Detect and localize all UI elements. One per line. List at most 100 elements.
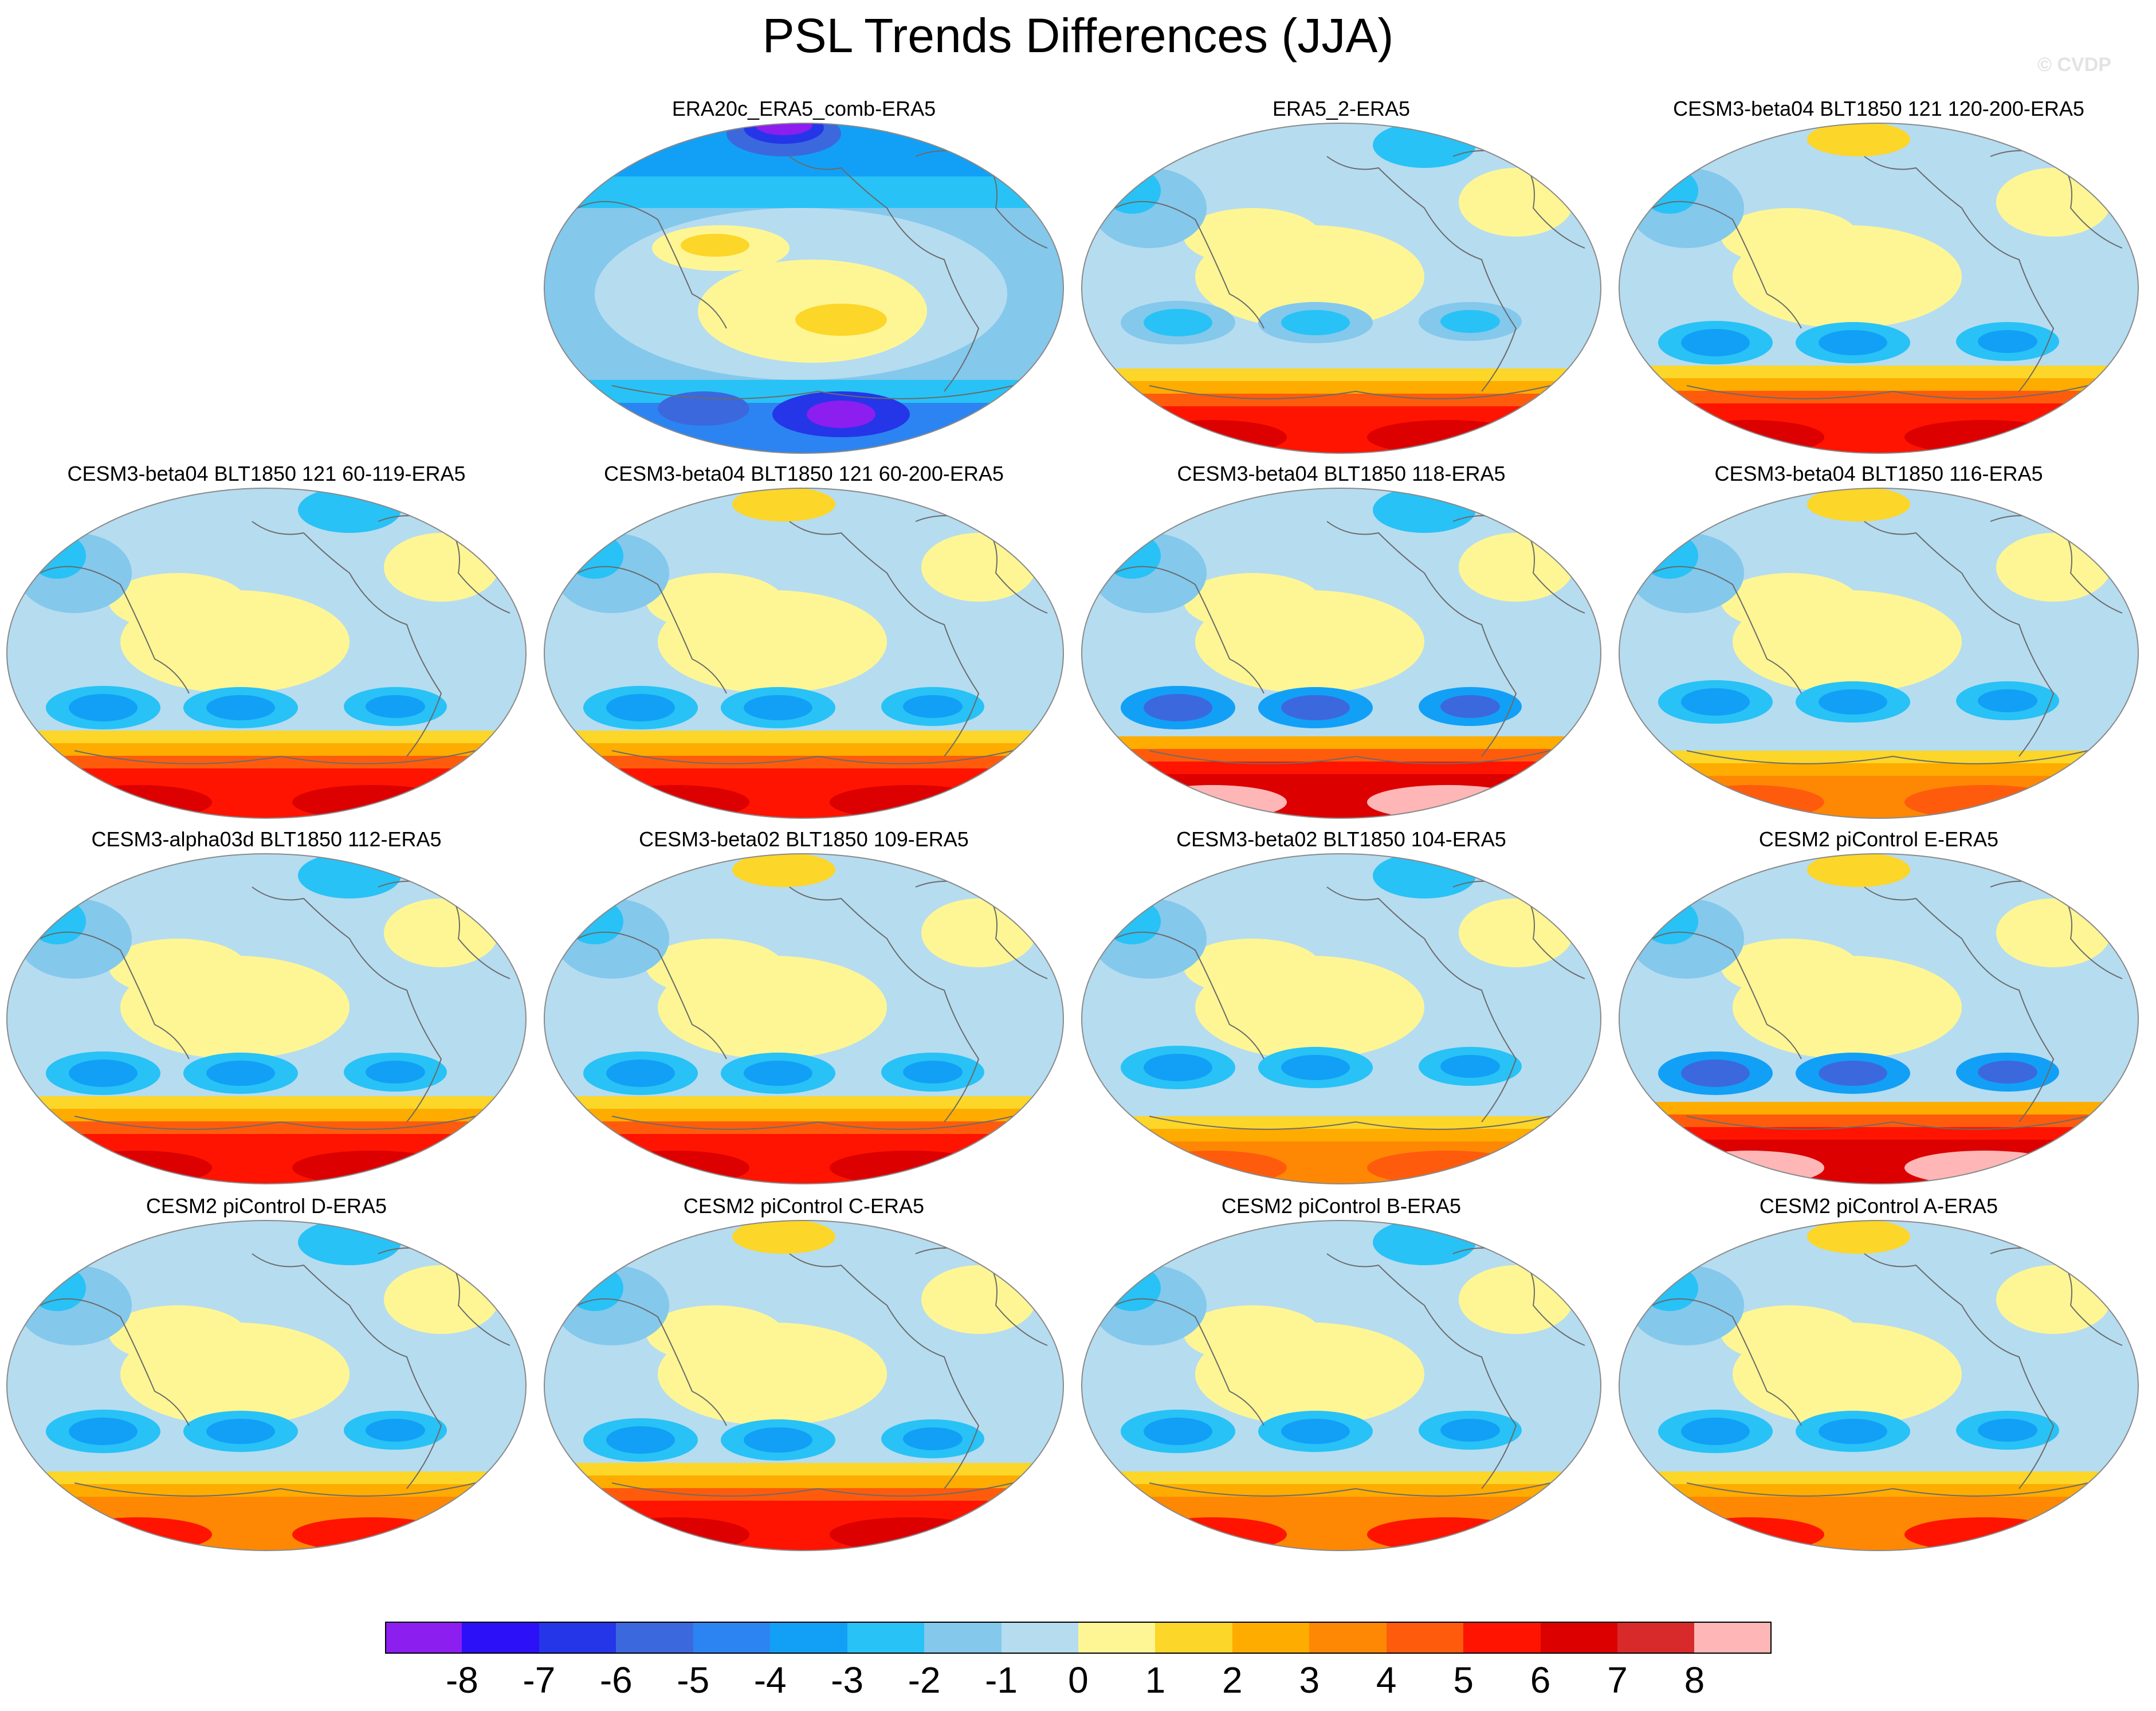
polar-band-4 (1619, 1140, 2138, 1184)
southern-low-center-core (744, 1061, 812, 1086)
colorbar-swatch (1155, 1622, 1233, 1654)
pacific-positive-anomaly (1721, 573, 1859, 630)
colorbar-tick-label: 3 (1299, 1659, 1320, 1701)
polar-max-east (1904, 785, 2065, 818)
coastline (611, 1482, 1014, 1497)
coastline (1114, 1298, 1264, 1426)
eastern-positive-anomaly (384, 1265, 498, 1334)
coastline (577, 201, 727, 329)
coastline (74, 1116, 476, 1130)
northern-positive-anomaly (1807, 488, 1910, 521)
pacific-positive-anomaly (109, 573, 246, 630)
eastern-positive-anomaly (1459, 533, 1573, 602)
colorbar-swatch (385, 1622, 462, 1654)
colorbar-tick-label: 7 (1607, 1659, 1628, 1701)
southern-low-west-core (1144, 1418, 1212, 1445)
eastern-positive-anomaly (1996, 168, 2111, 237)
southern-low-west-core (1144, 309, 1212, 336)
robinson-map (1081, 123, 1602, 454)
colorbar-swatch (1232, 1622, 1310, 1654)
polar-band-4 (1082, 406, 1601, 453)
coastline (1864, 1253, 2054, 1489)
colorbar-swatch (539, 1622, 616, 1654)
colorbar-swatch (1694, 1622, 1772, 1654)
eastern-positive-anomaly (1996, 533, 2111, 602)
southern-low-center-core (1281, 695, 1350, 720)
coastline (1326, 886, 1517, 1123)
coastline (1114, 931, 1264, 1059)
southern-low-center-core (744, 695, 812, 720)
map-panel: CESM3-beta04 BLT1850 121 60-119-ERA5 (0, 461, 533, 828)
polar-max-east (292, 785, 453, 818)
colorbar-swatch (616, 1622, 694, 1654)
tropical-positive-core (681, 234, 749, 257)
pacific-positive-anomaly (1184, 939, 1321, 996)
southern-low-east-core (1978, 1061, 2037, 1084)
northern-negative-anomaly (298, 854, 401, 898)
coastline (252, 521, 442, 757)
cvdp-watermark: © CVDP (2037, 54, 2111, 76)
figure-title: PSL Trends Differences (JJA) (762, 9, 1394, 62)
coastline (577, 1298, 727, 1426)
colorbar-tick-label: 2 (1222, 1659, 1243, 1701)
polar-band-4 (544, 768, 1063, 818)
polar-max-west (1675, 420, 1824, 453)
robinson-map (1618, 1220, 2139, 1551)
polar-max-west (600, 1151, 749, 1184)
coastline (1452, 515, 1585, 614)
coastline (252, 886, 442, 1123)
southern-low-west-core (1681, 329, 1750, 356)
northern-positive-anomaly (1807, 123, 1910, 156)
pacific-positive-anomaly (646, 939, 784, 996)
colorbar-swatch (1309, 1622, 1387, 1654)
polar-band-4 (1082, 774, 1601, 818)
polar-max-east (1367, 420, 1527, 453)
southern-low-west-core (1681, 688, 1750, 716)
coastline (1990, 1247, 2123, 1346)
pacific-positive-anomaly (1184, 208, 1321, 265)
coastline (1149, 385, 1551, 399)
polar-max-west (1138, 420, 1287, 453)
robinson-map (543, 853, 1065, 1184)
northern-negative-anomaly (1373, 1221, 1476, 1265)
northern-positive-anomaly (732, 854, 835, 887)
coastline (915, 515, 1048, 614)
polar-max-east (292, 1517, 453, 1551)
northern-negative-anomaly (1373, 854, 1476, 898)
map-panel: CESM3-beta02 BLT1850 104-ERA5 (1075, 827, 1608, 1194)
southern-low-east-core (1978, 1419, 2037, 1442)
colorbar-swatch (1386, 1622, 1464, 1654)
map-panel: CESM3-beta04 BLT1850 121 60-200-ERA5 (537, 461, 1070, 828)
polar-max-east (830, 1151, 990, 1184)
coastline (1114, 201, 1264, 329)
coastline (577, 931, 727, 1059)
pacific-positive-anomaly (109, 1305, 246, 1363)
southern-low-center-core (1281, 310, 1350, 335)
polar-band-3 (1619, 776, 2138, 818)
panel-title: CESM3-beta04 BLT1850 118-ERA5 (1177, 462, 1506, 485)
coastline (789, 1253, 979, 1489)
map-frame (1618, 488, 2139, 819)
coastline (1686, 385, 2088, 399)
coastline (1652, 201, 1802, 329)
southern-low-east-core (1440, 1419, 1500, 1442)
coastline (1864, 156, 2054, 392)
coastline (1990, 515, 2123, 614)
colorbar-tick-label: -7 (523, 1659, 556, 1701)
polar-max-west (1675, 1517, 1824, 1551)
map-panel: CESM3-beta04 BLT1850 118-ERA5 (1075, 461, 1608, 828)
colorbar-tick-label: 0 (1068, 1659, 1089, 1701)
polar-max-west (63, 785, 212, 818)
colorbar-tick-label: -1 (985, 1659, 1018, 1701)
pacific-positive-anomaly (1721, 208, 1859, 265)
robinson-map (543, 1220, 1065, 1551)
colorbar-swatch (1463, 1622, 1541, 1654)
southern-low-center-core (206, 1419, 275, 1444)
robinson-map (1081, 488, 1602, 819)
southern-low-center-core (1819, 330, 1887, 355)
polar-max-east (830, 785, 990, 818)
map-frame (1618, 853, 2139, 1184)
colorbar-swatch (1078, 1622, 1156, 1654)
panel-title: CESM2 piControl B-ERA5 (1221, 1194, 1462, 1218)
polar-max-east (1904, 1517, 2065, 1551)
